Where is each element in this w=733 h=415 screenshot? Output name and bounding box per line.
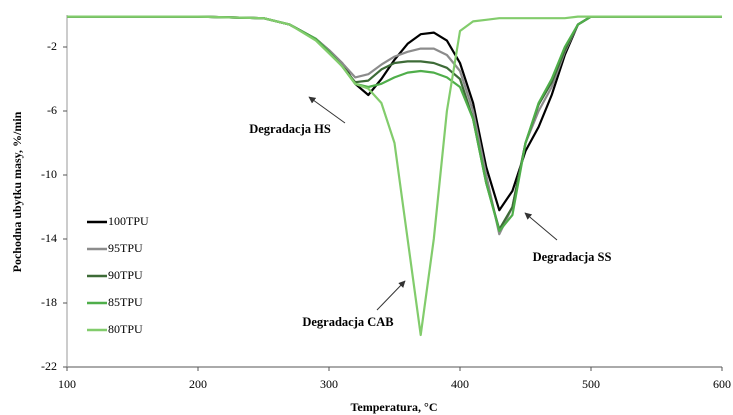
y-tick-label: -14 [41, 231, 57, 245]
annotation: Degradacja SS [533, 250, 612, 264]
y-tick-label: -18 [41, 295, 57, 309]
y-axis-label: Pochodna ubytku masy, %/min [10, 111, 24, 272]
x-tick-label: 400 [451, 377, 469, 391]
x-tick-label: 600 [713, 377, 731, 391]
legend-label: 80TPU [108, 322, 143, 336]
y-tick-label: -2 [47, 39, 57, 53]
annotation: Degradacja HS [249, 122, 331, 136]
y-tick-label: -6 [47, 103, 57, 117]
series-line [67, 15, 722, 337]
legend-label: 90TPU [108, 268, 143, 282]
x-tick-label: 500 [582, 377, 600, 391]
series-line [67, 15, 722, 212]
legend-label: 85TPU [108, 295, 143, 309]
x-tick-label: 100 [58, 377, 76, 391]
x-tick-label: 300 [320, 377, 338, 391]
legend-label: 95TPU [108, 241, 143, 255]
arrow [376, 280, 406, 311]
arrow [524, 212, 558, 241]
legend-label: 100TPU [108, 214, 149, 228]
annotation: Degradacja CAB [302, 315, 393, 329]
y-tick-label: -10 [41, 167, 57, 181]
series-line [67, 15, 722, 236]
x-tick-label: 200 [189, 377, 207, 391]
series-line [67, 15, 722, 231]
series-line [67, 15, 722, 233]
x-axis-label: Temperatura, °C [350, 400, 437, 414]
arrow [308, 96, 346, 124]
y-tick-label: -22 [41, 359, 57, 373]
